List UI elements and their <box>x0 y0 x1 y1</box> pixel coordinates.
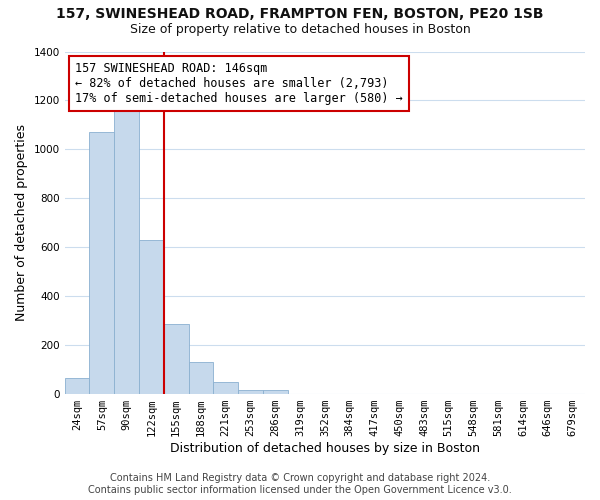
Bar <box>214 382 238 394</box>
Text: Size of property relative to detached houses in Boston: Size of property relative to detached ho… <box>130 22 470 36</box>
Bar <box>263 390 287 394</box>
Bar <box>65 378 89 394</box>
Text: 157 SWINESHEAD ROAD: 146sqm
← 82% of detached houses are smaller (2,793)
17% of : 157 SWINESHEAD ROAD: 146sqm ← 82% of det… <box>75 62 403 105</box>
Bar <box>114 110 139 394</box>
X-axis label: Distribution of detached houses by size in Boston: Distribution of detached houses by size … <box>170 442 480 455</box>
Text: Contains HM Land Registry data © Crown copyright and database right 2024.
Contai: Contains HM Land Registry data © Crown c… <box>88 474 512 495</box>
Text: 157, SWINESHEAD ROAD, FRAMPTON FEN, BOSTON, PE20 1SB: 157, SWINESHEAD ROAD, FRAMPTON FEN, BOST… <box>56 8 544 22</box>
Bar <box>164 324 188 394</box>
Y-axis label: Number of detached properties: Number of detached properties <box>15 124 28 322</box>
Bar <box>89 132 114 394</box>
Bar <box>188 362 214 394</box>
Bar <box>238 390 263 394</box>
Bar <box>139 240 164 394</box>
